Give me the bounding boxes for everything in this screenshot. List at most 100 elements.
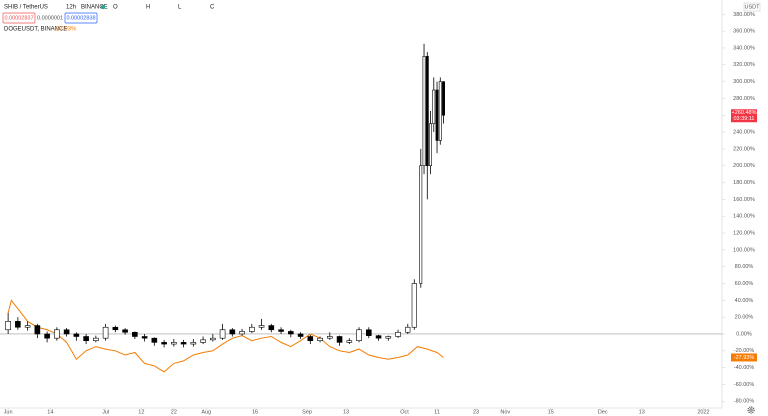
candle-body <box>54 329 60 339</box>
candle-body <box>24 325 31 328</box>
y-tick-label: 80.00% <box>735 264 754 270</box>
x-tick-label: Sep <box>302 409 312 415</box>
candle-body <box>102 326 109 339</box>
candle-body <box>229 329 236 335</box>
ohlc-label: L <box>178 5 182 11</box>
x-tick-label: 14 <box>47 409 53 415</box>
y-tick-label: 320.00% <box>733 62 755 68</box>
candle-body <box>425 56 429 167</box>
x-tick-label: 15 <box>548 409 554 415</box>
x-tick-label: 2022 <box>697 409 709 415</box>
spread: 0.0000001 <box>37 15 63 21</box>
x-tick-label: 23 <box>473 409 479 415</box>
candle-body <box>435 89 439 141</box>
candle-body <box>356 329 362 342</box>
y-tick-label: -40.00% <box>734 365 755 371</box>
candle-body <box>161 342 167 345</box>
candle-body <box>200 339 206 343</box>
status-dot <box>100 4 106 10</box>
candle-body <box>278 329 284 332</box>
candle-body <box>15 321 21 328</box>
x-tick-label: 13 <box>343 409 349 415</box>
candle-body <box>63 329 70 335</box>
candle-body <box>411 283 417 328</box>
candle-body <box>432 89 436 124</box>
y-tick-label: 340.00% <box>733 45 755 51</box>
candle-body <box>141 336 148 339</box>
ask-price: 0.00002838 <box>66 15 95 21</box>
candle-body <box>210 337 216 341</box>
candle-body <box>249 326 255 332</box>
ohlc-label: O <box>113 5 118 11</box>
candle-body <box>442 81 445 116</box>
x-tick-label: Jul <box>102 409 109 415</box>
candle-body <box>429 123 432 167</box>
last-price-label: +260.48% <box>732 110 757 116</box>
y-tick-label: 180.00% <box>733 180 755 186</box>
candle-body <box>258 325 265 328</box>
y-tick-label: 0.00% <box>736 331 752 337</box>
candle-body <box>395 331 401 337</box>
ask-box[interactable] <box>64 12 98 24</box>
countdown: 03:39:11 <box>733 116 754 122</box>
plot-area <box>0 43 722 373</box>
y-tick-label: 360.00% <box>733 29 755 35</box>
candle-body <box>336 336 343 343</box>
exchange: BINANCE <box>81 5 108 11</box>
candle-body <box>171 342 177 345</box>
candle-body <box>307 336 314 342</box>
y-tick-label: 140.00% <box>733 214 755 220</box>
y-tick-label: 300.00% <box>733 79 755 85</box>
candle-body <box>419 165 423 284</box>
settings-icon[interactable] <box>747 406 755 414</box>
candle-body <box>190 342 197 345</box>
ohlc-label: C <box>210 5 215 11</box>
candle-body <box>365 329 372 336</box>
x-tick-label: 11 <box>434 409 440 415</box>
candle-body <box>288 331 294 335</box>
compare-price-box <box>731 353 757 362</box>
compare-name: DOGEUSDT, BINANCE <box>4 27 67 33</box>
y-tick-label: -60.00% <box>734 382 755 388</box>
candle-body <box>317 337 323 342</box>
candle-body <box>5 321 11 331</box>
y-tick-label: 20.00% <box>735 315 754 321</box>
candle-body <box>422 56 426 167</box>
candle-body <box>327 336 333 339</box>
x-tick-label: 13 <box>639 409 645 415</box>
compare-change: -27.93% <box>54 27 77 33</box>
candle-body <box>44 333 50 339</box>
y-tick-label: 60.00% <box>735 281 754 287</box>
y-tick-label: 100.00% <box>733 247 755 253</box>
candle-body <box>83 336 89 342</box>
x-tick-label: 22 <box>171 409 177 415</box>
compare-price-label: -27.93% <box>734 355 755 361</box>
y-tick-label: 380.00% <box>733 12 755 18</box>
bid-box[interactable] <box>2 12 36 24</box>
candle-body <box>297 333 304 337</box>
x-tick-label: Nov <box>500 409 510 415</box>
y-tick-label: -80.00% <box>734 399 755 405</box>
y-tick-label: 40.00% <box>735 298 754 304</box>
y-tick-label: 240.00% <box>733 130 755 136</box>
x-tick-label: 16 <box>252 409 258 415</box>
candle-body <box>239 331 245 335</box>
y-tick-label: 160.00% <box>733 197 755 203</box>
candle-body <box>34 325 41 335</box>
candle-body <box>438 81 442 141</box>
currency: USDT <box>745 5 761 11</box>
candle-body <box>375 335 382 339</box>
x-tick-label: Jun <box>4 409 13 415</box>
currency-box[interactable] <box>743 2 761 12</box>
x-tick-label: Dec <box>598 409 608 415</box>
candle-body <box>385 336 392 339</box>
ohlc-label: H <box>146 5 150 11</box>
candle-body <box>219 329 226 339</box>
y-tick-label: -20.00% <box>734 348 755 354</box>
symbol: SHIB / TetherUS <box>4 5 48 11</box>
bid-price: 0.00002837 <box>4 15 33 21</box>
last-price-box <box>731 109 757 123</box>
candle-body <box>180 342 187 345</box>
